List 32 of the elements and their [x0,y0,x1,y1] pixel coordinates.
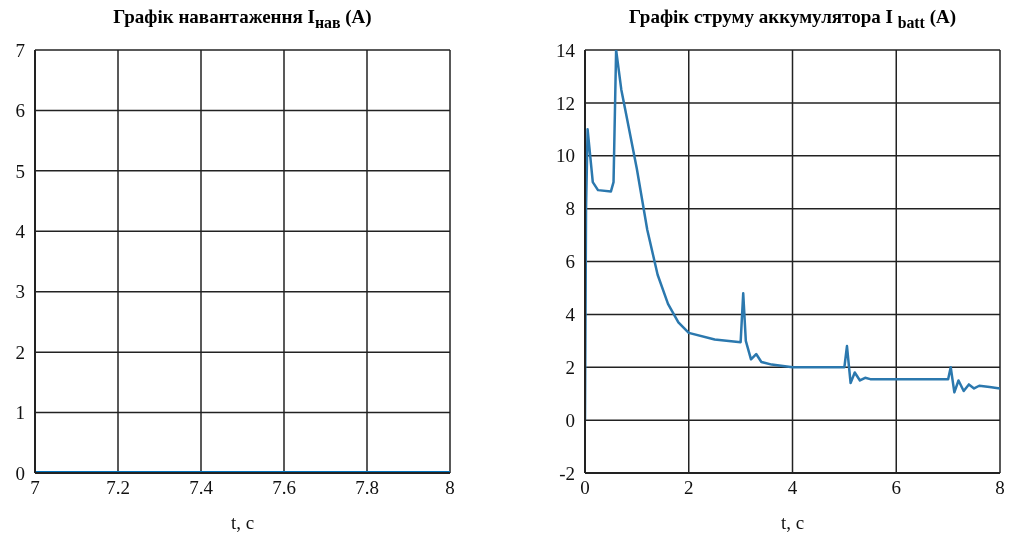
y-tick-label: 12 [556,92,575,114]
y-tick-label: 1 [15,402,25,424]
x-tick-label: 8 [995,477,1005,499]
chart-title: Графік навантаження I$_{нав}$ (A) [112,6,373,32]
y-tick-label: 6 [15,100,25,122]
y-tick-label: 0 [565,409,575,431]
x-tick-label: 7.6 [272,477,296,499]
x-tick-label: 7.8 [355,477,379,499]
y-tick-label: 14 [556,39,576,61]
y-tick-label: 2 [565,356,575,378]
x-tick-label: 7.2 [106,477,130,499]
y-tick-label: 10 [556,145,575,167]
y-tick-label: 5 [15,160,25,182]
y-tick-label: 4 [15,221,26,243]
y-tick-label: 3 [15,281,25,303]
x-tick-label: 4 [787,477,798,499]
y-tick-label: 7 [15,39,25,61]
x-tick-label: 6 [891,477,901,499]
y-tick-label: -2 [559,462,575,484]
y-tick-label: 6 [565,251,575,273]
chart-title: Графік струму аккумулятора I $_{batt}$ (A) [627,6,958,32]
x-tick-label: 7.4 [189,477,214,499]
x-axis-title: t, c [230,512,255,533]
y-tick-label: 2 [15,341,25,363]
x-tick-label: 7 [30,477,40,499]
x-tick-label: 2 [684,477,694,499]
y-tick-label: 4 [565,304,576,326]
x-tick-label: 8 [445,477,455,499]
x-axis-title: t, c [780,512,805,533]
x-tick-label: 0 [580,477,590,499]
y-tick-label: 8 [565,198,575,220]
y-tick-label: 0 [15,462,25,484]
